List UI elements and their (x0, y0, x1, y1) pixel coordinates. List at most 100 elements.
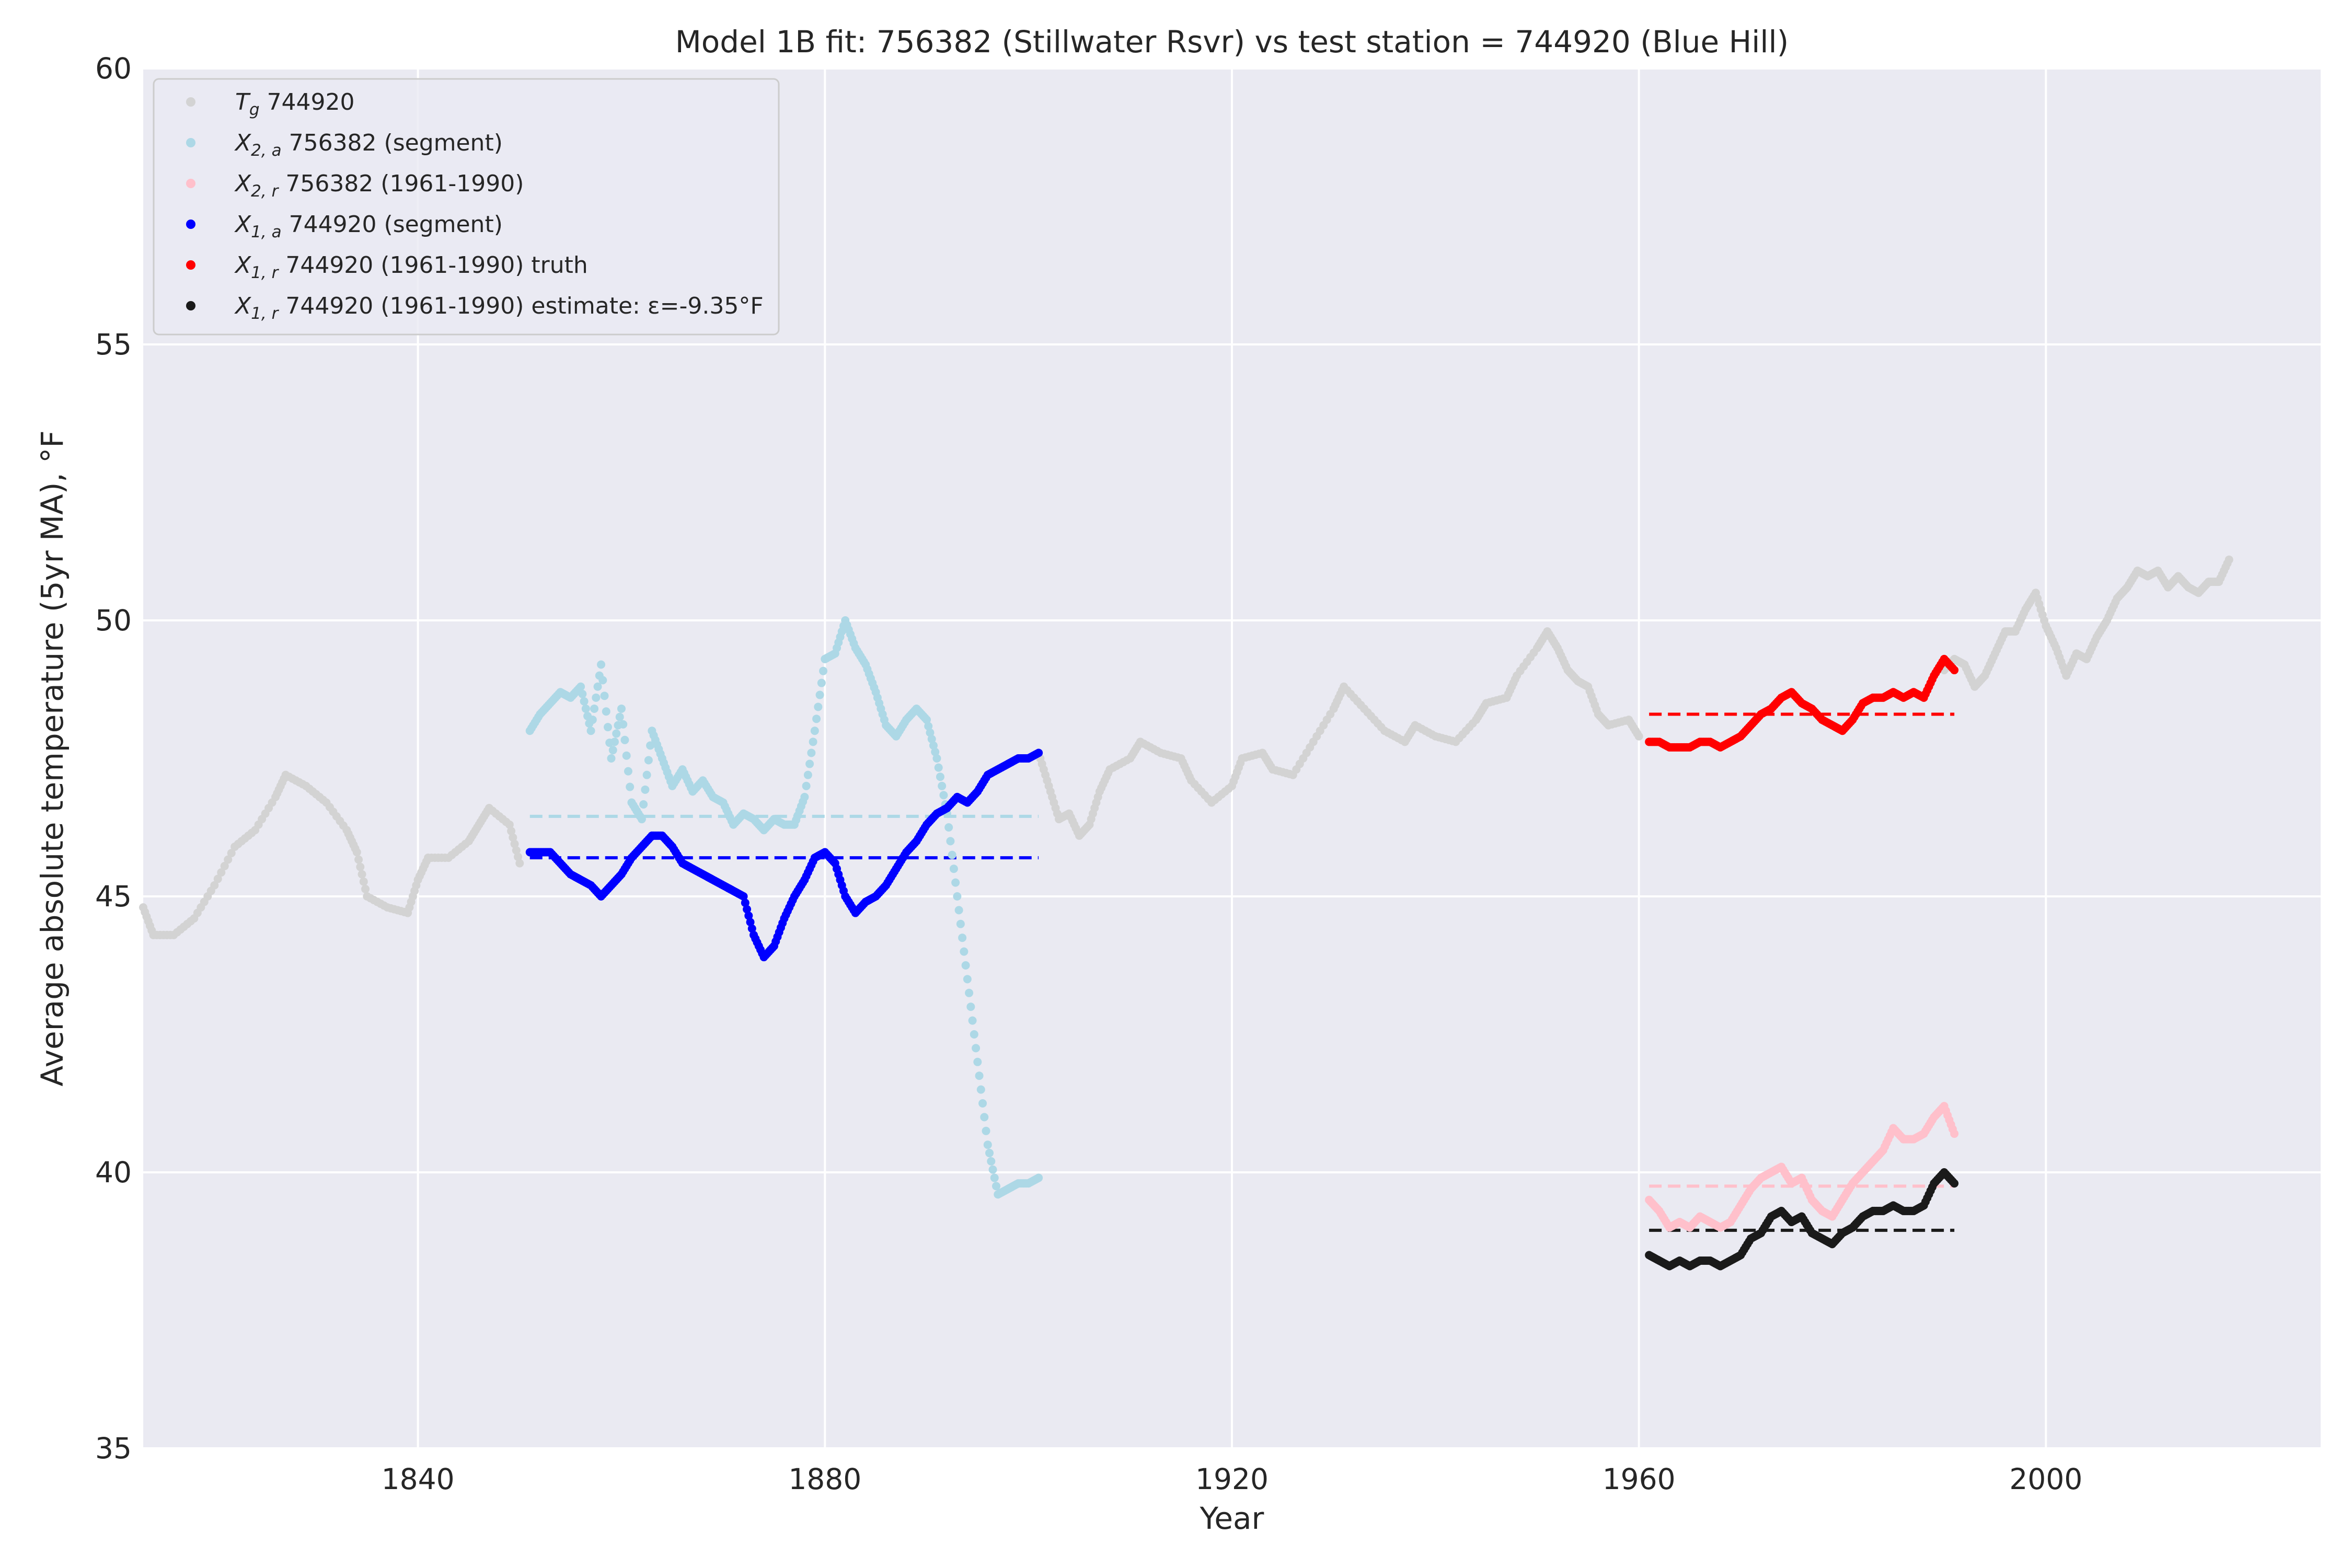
point-tg (359, 877, 368, 886)
legend-label-subscript: g (249, 100, 260, 119)
point-tg (515, 859, 524, 868)
data-points (139, 555, 2233, 1271)
point-x2a (985, 1149, 994, 1158)
x-tick-label: 1960 (1602, 1462, 1676, 1496)
point-x2a (637, 815, 646, 824)
legend-box (153, 78, 780, 336)
x-tick-label: 2000 (2009, 1462, 2082, 1496)
point-x2a (946, 837, 955, 846)
point-x2a (593, 682, 602, 691)
y-tick-label: 45 (95, 880, 132, 913)
point-x1a (1034, 748, 1043, 757)
x-tick-label: 1920 (1195, 1462, 1269, 1496)
y-tick-label: 35 (95, 1432, 132, 1465)
point-x2a (954, 906, 963, 915)
point-tg (1634, 732, 1643, 741)
legend-label-symbol: X (234, 211, 251, 238)
point-x2a (802, 781, 811, 790)
legend-label-symbol: X (234, 170, 251, 197)
point-tg (512, 846, 521, 855)
point-tg (509, 833, 517, 842)
point-x2a (580, 697, 589, 706)
series-tg (139, 555, 2233, 939)
legend-marker-x1a (186, 220, 195, 229)
point-tg (210, 881, 219, 890)
point-x2a (620, 735, 629, 744)
legend-label-text: 744920 (260, 89, 355, 116)
y-tick-label: 55 (95, 328, 132, 361)
point-x2a (809, 737, 817, 746)
point-x2a (965, 988, 974, 997)
legend-label-subscript: 1, a (251, 223, 281, 241)
point-x2a (1034, 1173, 1043, 1182)
point-x2a (600, 691, 609, 700)
point-tg (217, 868, 226, 877)
point-x2a (924, 722, 933, 731)
point-x2a (983, 1140, 992, 1149)
point-x2a (646, 741, 655, 750)
point-x2a (938, 781, 947, 790)
point-x1a (744, 911, 753, 920)
legend-label-text: 744920 (1961-1990) estimate: ε=-9.35°F (278, 293, 763, 319)
point-x2a (608, 746, 617, 755)
point-x2a (815, 690, 824, 699)
point-x2a (988, 1165, 997, 1174)
point-x2a (617, 704, 626, 713)
point-x2a (810, 727, 819, 735)
legend-label-x1r: X1, r 744920 (1961-1990) truth (234, 252, 588, 282)
point-x2a (968, 1016, 977, 1025)
series-x1r (1645, 654, 1959, 752)
point-tg (510, 839, 519, 848)
point-x2a (624, 767, 632, 776)
point-x2a (926, 728, 935, 737)
point-x2a (607, 754, 616, 763)
point-x2a (953, 892, 962, 901)
legend-label-x1a: X1, a 744920 (segment) (234, 211, 503, 241)
point-x2a (615, 712, 624, 721)
grid (143, 67, 2321, 1449)
point-x2a (622, 751, 631, 760)
point-tg (2224, 555, 2233, 564)
point-x1a (747, 924, 756, 933)
point-tg (352, 848, 361, 857)
point-x1a (746, 918, 755, 927)
point-x1r (1950, 666, 1959, 675)
point-tg (227, 849, 236, 858)
point-x2a (800, 792, 809, 801)
y-tick-label: 60 (95, 52, 132, 85)
legend-marker-tg (186, 97, 195, 107)
point-x1a (743, 905, 752, 914)
point-x2a (578, 689, 587, 698)
point-x2a (987, 1157, 996, 1166)
point-tg (213, 874, 222, 883)
point-x2a (927, 735, 936, 744)
point-x2a (958, 933, 967, 942)
x-axis-label: Year (1200, 1501, 1264, 1536)
point-x2a (948, 850, 956, 859)
point-x2a (604, 723, 613, 732)
point-x2a (812, 714, 821, 723)
point-x2a (817, 678, 826, 687)
point-x2a (992, 1182, 1001, 1191)
point-tg (220, 861, 229, 870)
point-x2a (961, 961, 970, 970)
point-x1r_est (1950, 1179, 1959, 1188)
legend-label-x2a: X2, a 756382 (segment) (234, 130, 503, 160)
point-x2a (976, 1085, 985, 1094)
legend-label-subscript: 2, a (251, 141, 281, 160)
point-tg (505, 820, 514, 829)
point-x1a (739, 892, 748, 901)
point-tg (224, 855, 233, 864)
legend-marker-x2a (186, 138, 195, 147)
point-x2a (807, 748, 816, 757)
point-x2r (1950, 1129, 1959, 1138)
point-x2a (966, 1002, 975, 1011)
point-x2a (619, 720, 628, 729)
y-tick-label: 50 (95, 604, 132, 637)
point-x2a (980, 1113, 989, 1122)
point-x2a (970, 1030, 978, 1039)
x-tick-label: 1880 (788, 1462, 861, 1496)
point-x2a (978, 1099, 987, 1108)
